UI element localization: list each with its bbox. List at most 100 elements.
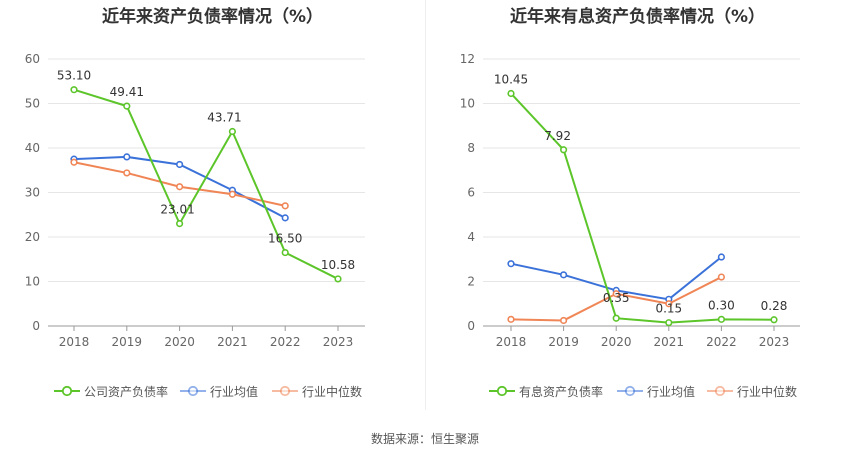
y-tick-label: 2 — [467, 275, 475, 289]
data-label: 10.58 — [321, 258, 355, 272]
data-point — [560, 146, 568, 154]
data-source-note: 数据来源：恒生聚源 — [370, 432, 479, 446]
data-point — [123, 153, 131, 161]
legend-marker-icon — [617, 385, 643, 397]
x-tick-label: 2020 — [601, 335, 632, 349]
series-line — [510, 92, 775, 324]
x-tick-label: 2022 — [270, 335, 301, 349]
y-tick-label: 0 — [467, 319, 475, 333]
series-line — [73, 88, 339, 280]
data-label: 43.71 — [207, 110, 241, 124]
legend-label: 公司资产负债率 — [84, 384, 169, 399]
legend-label: 行业均值 — [210, 384, 259, 399]
legend-label: 有息资产负债率 — [519, 384, 604, 399]
data-point — [176, 183, 184, 191]
data-point — [717, 273, 726, 281]
y-tick-label: 6 — [467, 186, 475, 200]
y-tick-label: 50 — [25, 97, 40, 111]
legend-label: 行业中位数 — [737, 384, 798, 399]
data-point — [123, 102, 131, 110]
legend-marker-icon — [54, 385, 80, 397]
data-point — [665, 319, 673, 327]
data-point — [123, 169, 131, 177]
x-tick-label: 2022 — [706, 335, 737, 349]
data-point — [70, 86, 78, 94]
legend-dot — [279, 385, 291, 397]
x-tick-label: 2021 — [217, 335, 248, 349]
legend-dot — [714, 385, 726, 397]
legend-item[interactable]: 有息资产负债率 — [489, 381, 603, 401]
data-point — [770, 316, 778, 324]
data-point — [665, 300, 673, 308]
line-chart: 0 2 4 6 8 10 12 2018 2019 2020 2021 2022 2023 10.45 7.… — [460, 52, 800, 349]
chart-panel-left: 近年来资产负债率情况（%） 0 10 20 30 40 50 60 2018 2019 2020 2… — [0, 0, 425, 420]
y-tick-label: 30 — [25, 186, 40, 200]
data-point — [334, 275, 342, 283]
data-point — [281, 214, 289, 222]
chart-title: 近年来有息资产负债率情况（%） — [509, 7, 766, 27]
legend-item[interactable]: 行业均值 — [617, 381, 695, 401]
data-point — [612, 290, 620, 298]
chart-legend: 有息资产负债率 行业均值 行业中位数 — [425, 381, 850, 401]
legend-dot — [187, 385, 199, 397]
data-label: 0.15 — [655, 302, 682, 316]
y-tick-label: 8 — [467, 141, 475, 155]
x-tick-label: 2018 — [496, 335, 527, 349]
data-point — [281, 248, 289, 257]
chart-title: 近年来资产负债率情况（%） — [101, 7, 324, 27]
legend-item[interactable]: 行业中位数 — [707, 381, 797, 401]
x-tick-label: 2021 — [654, 335, 685, 349]
line-chart: 0 10 20 30 40 50 60 2018 2019 2020 2021 2022 2023 53.… — [25, 52, 365, 349]
x-tick-label: 2023 — [323, 335, 354, 349]
data-label: 16.50 — [268, 232, 302, 246]
data-point — [228, 127, 236, 136]
x-tick-label: 2023 — [759, 335, 790, 349]
data-point — [281, 202, 289, 210]
legend-marker-icon — [272, 385, 298, 397]
y-tick-label: 60 — [25, 52, 40, 66]
data-point — [176, 220, 184, 228]
legend-label: 行业均值 — [647, 384, 696, 399]
x-tick-label: 2019 — [548, 335, 579, 349]
legend-dot — [624, 385, 636, 397]
panel-divider — [425, 0, 426, 410]
data-label: 10.45 — [494, 72, 528, 86]
data-point — [717, 253, 726, 261]
y-tick-label: 10 — [460, 97, 475, 111]
data-label: 7.92 — [544, 129, 571, 143]
legend-item[interactable]: 行业中位数 — [272, 381, 362, 401]
y-tick-label: 4 — [467, 230, 475, 244]
data-label: 53.10 — [57, 69, 91, 83]
y-tick-label: 12 — [460, 52, 475, 66]
chart-legend: 公司资产负债率 行业均值 行业中位数 — [0, 381, 425, 401]
data-point — [507, 260, 515, 268]
legend-item[interactable]: 公司资产负债率 — [54, 381, 168, 401]
data-label: 23.01 — [160, 203, 194, 217]
data-point — [560, 271, 568, 279]
legend-dot — [61, 385, 73, 397]
data-label: 0.28 — [761, 299, 788, 313]
x-tick-label: 2020 — [164, 335, 195, 349]
data-point — [70, 158, 78, 166]
data-label: 0.30 — [708, 298, 735, 312]
data-label: 0.35 — [603, 291, 630, 305]
y-tick-label: 10 — [25, 275, 40, 289]
data-point — [560, 316, 568, 325]
legend-marker-icon — [180, 385, 206, 397]
legend-marker-icon — [707, 385, 733, 397]
y-tick-label: 40 — [25, 141, 40, 155]
legend-item[interactable]: 行业均值 — [180, 381, 258, 401]
chart-panel-right: 近年来有息资产负债率情况（%） 0 2 4 6 8 10 12 2018 2019 2020 202… — [425, 0, 850, 420]
data-point — [507, 89, 515, 98]
legend-marker-icon — [489, 385, 515, 397]
data-point — [717, 315, 726, 323]
data-point — [507, 315, 515, 323]
x-tick-label: 2018 — [59, 335, 90, 349]
y-tick-label: 20 — [25, 230, 40, 244]
y-tick-label: 0 — [32, 319, 40, 333]
data-point — [176, 160, 184, 169]
data-label: 49.41 — [110, 85, 144, 99]
data-point — [228, 190, 236, 198]
legend-label: 行业中位数 — [302, 384, 363, 399]
data-point — [612, 314, 620, 322]
